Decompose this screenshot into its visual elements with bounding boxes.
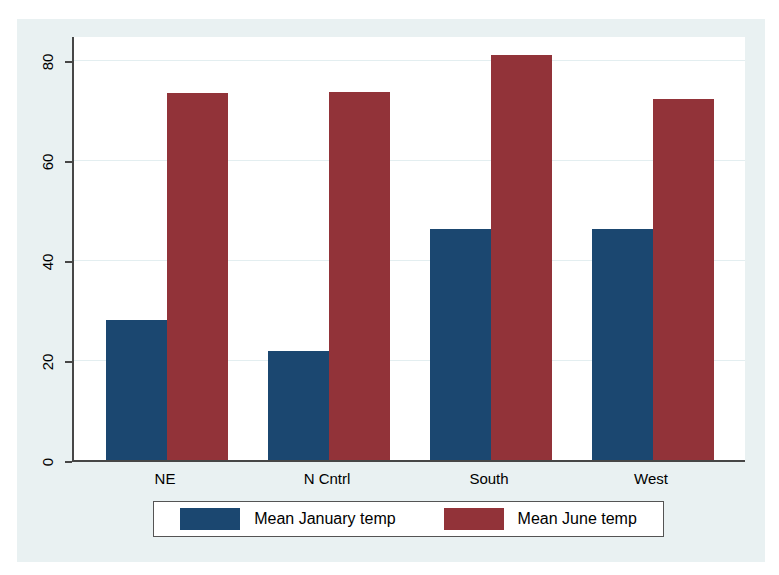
bar-south-mean-june-temp (491, 55, 552, 460)
plot-area (72, 37, 745, 462)
legend-row: Mean January temp Mean June temp (72, 501, 745, 537)
chart-figure: 0 20 40 60 80 NE N Cntrl South West Mean Januar… (17, 19, 765, 562)
y-tick-label-80: 80 (37, 52, 57, 72)
bar-west-mean-january-temp (592, 229, 653, 460)
x-tick-label-south: South (429, 470, 549, 487)
y-tick-60 (65, 161, 72, 163)
x-tick-label-west: West (591, 470, 711, 487)
legend-swatch-mean-june-temp (444, 508, 504, 530)
legend-swatch-mean-january-temp (180, 508, 240, 530)
bar-west-mean-june-temp (653, 99, 714, 460)
y-tick-label-0: 0 (37, 452, 57, 472)
legend-label-mean-january-temp: Mean January temp (254, 510, 395, 528)
page: 0 20 40 60 80 NE N Cntrl South West Mean Januar… (0, 0, 779, 575)
x-tick-label-ne: NE (105, 470, 225, 487)
y-tick-0 (65, 461, 72, 463)
bar-n-cntrl-mean-june-temp (329, 92, 390, 460)
y-tick-label-20: 20 (37, 352, 57, 372)
y-tick-20 (65, 361, 72, 363)
y-tick-40 (65, 261, 72, 263)
bar-ne-mean-january-temp (106, 320, 167, 460)
bar-ne-mean-june-temp (167, 93, 228, 460)
bar-n-cntrl-mean-january-temp (268, 351, 329, 460)
legend-entry-mean-june-temp: Mean June temp (444, 508, 637, 530)
y-tick-80 (65, 61, 72, 63)
legend: Mean January temp Mean June temp (153, 501, 664, 537)
y-tick-label-40: 40 (37, 252, 57, 272)
y-tick-label-60: 60 (37, 152, 57, 172)
x-tick-label-n-cntrl: N Cntrl (267, 470, 387, 487)
legend-entry-mean-january-temp: Mean January temp (180, 508, 395, 530)
gridline-y-80 (74, 60, 745, 61)
legend-label-mean-june-temp: Mean June temp (518, 510, 637, 528)
bar-south-mean-january-temp (430, 229, 491, 460)
